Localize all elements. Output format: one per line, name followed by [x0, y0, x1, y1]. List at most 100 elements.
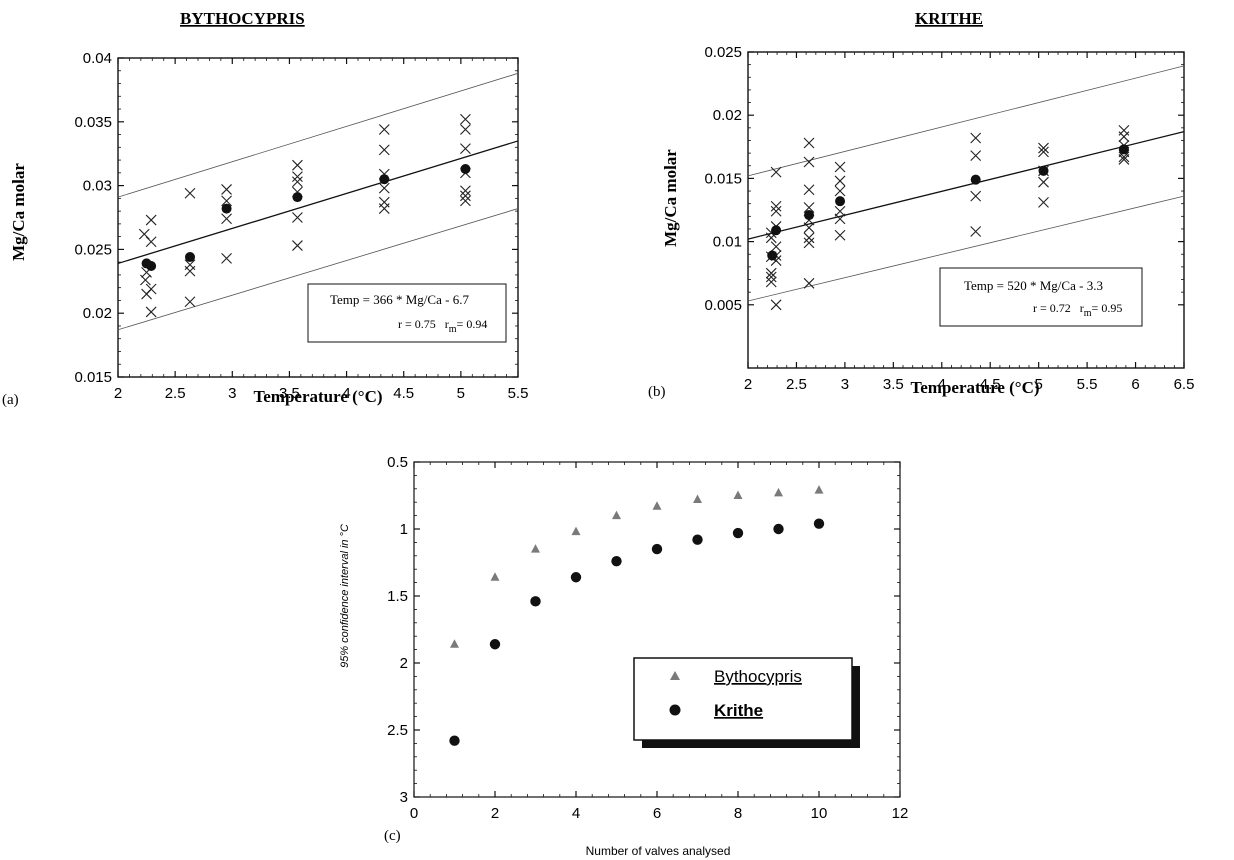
panel-a-data-points	[138, 113, 471, 318]
panel-b-label: (b)	[648, 384, 666, 400]
x-tick-label: 4	[572, 805, 580, 822]
data-point-cross	[145, 283, 157, 295]
data-point-cross	[460, 185, 471, 197]
data-point-cross	[770, 200, 782, 212]
panel-b-data-points	[765, 124, 1130, 311]
data-point-krithe	[732, 527, 744, 539]
panel-b-equation: Temp = 520 * Mg/Ca - 3.3	[964, 278, 1103, 293]
panel-b-x-axis-label: Temperature (°C)	[910, 378, 1039, 397]
panel-b-axes: 2 2.5 3 3.5 4 4.5 5 5.5 6 6.5 0.005 0.01 0.015 0.02 0.…	[704, 44, 1194, 393]
legend-bythocypris: Bythocypris	[714, 667, 802, 686]
data-point-cross	[184, 265, 196, 277]
data-point-cross	[460, 124, 471, 135]
y-tick-label: 2.5	[387, 722, 408, 739]
data-point-cross	[803, 156, 815, 168]
x-tick-label: 2	[744, 376, 752, 393]
data-point-cross	[803, 137, 815, 149]
x-tick-label: 4	[342, 385, 350, 402]
x-tick-label: 0	[410, 805, 418, 822]
legend-triangle-marker	[670, 671, 680, 680]
panel-c-confidence: 95% confidence interval in °C Number of …	[339, 454, 908, 858]
x-tick-label: 5.5	[1077, 376, 1098, 393]
panel-b-equation-box	[939, 267, 1143, 327]
data-point-cross	[834, 161, 846, 173]
data-point-cross	[834, 205, 846, 217]
panel-a-plot-frame	[117, 57, 519, 378]
y-tick-label: 0.03	[83, 178, 112, 195]
x-tick-label: 4	[938, 376, 946, 393]
x-tick-label: 8	[734, 805, 742, 822]
data-point-cross	[145, 306, 157, 318]
panel-a-axes: 2 2.5 3 3.5 4 4.5 5 5.5 0.015 0.02 0.025 0.03 0.035 0…	[74, 50, 528, 402]
data-point-cross	[378, 124, 390, 135]
regression-line	[747, 131, 1185, 240]
data-point-cross	[378, 203, 390, 214]
data-point-mean	[379, 174, 390, 185]
data-point-cross	[221, 195, 232, 207]
data-point-cross	[1038, 197, 1049, 208]
panel-a-y-axis-label: Mg/Ca molar	[9, 163, 28, 261]
data-point-cross	[292, 159, 303, 171]
data-point-mean	[292, 192, 303, 203]
data-point-bythocypris	[733, 490, 743, 499]
regression-line	[117, 140, 519, 265]
data-point-cross	[834, 229, 846, 241]
data-point-bythocypris	[490, 572, 500, 581]
data-point-krithe	[611, 555, 622, 567]
data-point-cross	[1038, 142, 1049, 154]
data-point-cross	[292, 171, 303, 183]
x-tick-label: 12	[892, 805, 909, 822]
data-point-cross	[803, 184, 815, 196]
x-tick-label: 4.5	[393, 385, 414, 402]
y-tick-label: 0.015	[74, 369, 112, 386]
data-point-cross	[292, 240, 303, 251]
data-point-cross	[970, 226, 982, 237]
data-point-krithe	[570, 572, 582, 583]
x-tick-label: 3	[841, 376, 849, 393]
data-point-cross	[460, 143, 471, 154]
x-tick-label: 5	[457, 385, 465, 402]
x-tick-label: 3	[228, 385, 236, 402]
y-tick-label: 0.02	[83, 305, 112, 322]
data-point-mean	[1038, 165, 1049, 176]
data-point-cross	[803, 222, 815, 234]
y-tick-label: 0.5	[387, 454, 408, 471]
legend-circle-marker	[669, 704, 681, 716]
panel-b-krithe: KRITHE Mg/Ca molar Temperature (°C) (b) …	[648, 9, 1194, 400]
y-tick-label: 2	[400, 655, 408, 672]
data-point-cross	[292, 176, 303, 188]
data-point-cross	[803, 237, 815, 249]
panel-a-stats: r = 0.75 rm= 0.94	[398, 317, 487, 335]
panel-a-label: (a)	[2, 392, 19, 408]
y-tick-label: 0.01	[713, 234, 742, 251]
panel-a-equation-box	[307, 283, 507, 343]
upper-confidence-line	[747, 65, 1185, 177]
y-tick-label: 0.035	[74, 114, 112, 131]
data-point-cross	[1118, 151, 1130, 163]
data-point-bythocypris	[531, 544, 540, 553]
x-tick-label: 3.5	[883, 376, 904, 393]
legend-box	[633, 657, 853, 741]
y-tick-label: 1.5	[387, 588, 408, 605]
lower-confidence-line	[747, 195, 1185, 302]
x-tick-label: 2	[491, 805, 499, 822]
x-tick-label: 5.5	[508, 385, 529, 402]
panel-a-title: BYTHOCYPRIS	[180, 9, 305, 28]
data-point-cross	[1118, 131, 1130, 143]
y-tick-label: 1	[400, 521, 408, 538]
data-point-cross	[770, 205, 782, 217]
data-point-cross	[834, 185, 846, 197]
data-point-krithe	[489, 639, 501, 650]
data-point-cross	[970, 190, 982, 202]
panel-c-axes: 0 2 4 6 8 10 12 0.5 1 1.5 2 2.5 3	[387, 454, 908, 822]
panel-a-regression-lines	[117, 72, 519, 331]
panel-c-data-points	[449, 485, 825, 746]
data-point-cross	[140, 274, 151, 286]
data-point-cross	[765, 271, 777, 283]
y-tick-label: 0.015	[704, 170, 742, 187]
data-point-cross	[970, 132, 982, 144]
panel-c-label: (c)	[384, 828, 401, 844]
data-point-krithe	[530, 596, 541, 607]
panel-b-y-axis-label: Mg/Ca molar	[661, 149, 680, 247]
panel-c-legend: Bythocypris Krithe	[633, 657, 860, 748]
